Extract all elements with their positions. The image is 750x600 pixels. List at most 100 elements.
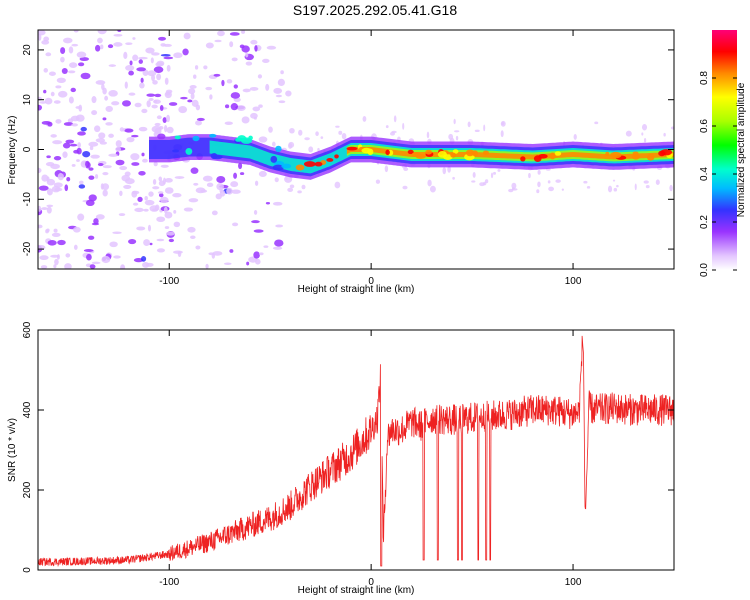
spectrogram-ridge-cell (631, 153, 641, 160)
spectrogram-noise-cell (190, 167, 199, 174)
spectrogram-noise-cell (265, 202, 271, 205)
spectrogram-noise-cell (211, 210, 218, 216)
spectrogram-ridge-cell (346, 146, 358, 151)
spectrogram-noise-cell (164, 211, 173, 219)
spectrogram-noise-cell (442, 167, 447, 175)
spectrogram-noise-cell (88, 194, 97, 202)
spectrogram-noise-cell (304, 137, 310, 141)
spectrogram-noise-cell (586, 186, 591, 189)
spectrogram-noise-cell (187, 99, 193, 103)
spectrogram-noise-cell (402, 185, 408, 190)
spectrogram-noise-cell (109, 241, 118, 248)
spectrogram-noise-cell (89, 264, 96, 269)
spectrogram-noise-cell (490, 172, 494, 179)
spectrogram-noise-cell (616, 184, 619, 188)
spectrogram-noise-cell (123, 51, 128, 60)
spectrogram-noise-cell (100, 44, 104, 50)
spectrogram-noise-cell (493, 171, 496, 175)
spectrogram-noise-cell (537, 181, 541, 188)
spectrogram-noise-cell (38, 167, 42, 174)
spectrogram-noise-cell (98, 132, 106, 139)
spectrogram-noise-cell (87, 235, 95, 240)
spectrogram-noise-cell (83, 249, 94, 252)
spectrogram-ridge-cell (272, 164, 284, 171)
spectrogram-ridge-cell (482, 150, 489, 155)
spectrogram-noise-cell (154, 93, 162, 98)
spectrogram-ridge-cell (467, 151, 478, 155)
spectrogram-noise-cell (142, 69, 149, 77)
spectrogram-noise-cell (97, 163, 104, 167)
spectrogram-noise-cell (78, 62, 85, 67)
spectrogram-x-tick-label: 100 (565, 276, 582, 287)
spectrogram-noise-cell (205, 86, 213, 91)
spectrogram-noise-cell (497, 169, 501, 172)
spectrogram-noise-cell (335, 125, 340, 128)
spectrogram-noise-cell (76, 159, 80, 162)
spectrogram-noise-cell (230, 103, 239, 111)
spectrogram-noise-cell (73, 149, 80, 154)
spectrogram-noise-cell (149, 242, 153, 246)
spectrogram-noise-cell (166, 126, 174, 134)
spectrogram-noise-cell (144, 199, 155, 206)
spectrogram-ridge-cell (361, 147, 372, 154)
spectrogram-noise-cell (113, 33, 123, 37)
spectrogram-noise-cell (131, 162, 140, 166)
spectrogram-noise-cell (301, 184, 306, 190)
spectrogram-noise-cell (62, 37, 73, 44)
spectrogram-noise-cell (101, 83, 105, 90)
spectrogram-noise-cell (278, 100, 286, 104)
spectrogram-noise-cell (166, 64, 171, 72)
spectrogram-noise-cell (118, 213, 126, 216)
spectrogram-noise-cell (156, 216, 166, 223)
spectrogram-noise-cell (163, 56, 174, 60)
spectrogram-noise-cell (71, 123, 78, 127)
spectrogram-noise-cell (164, 91, 172, 99)
spectrogram-ridge-cell (450, 152, 456, 158)
snr-y-label: SNR (10 * v/v) (7, 418, 18, 482)
spectrogram-noise-cell (168, 102, 178, 106)
spectrogram-noise-cell (57, 173, 64, 181)
spectrogram-noise-cell (447, 165, 451, 173)
spectrogram-noise-cell (173, 210, 177, 214)
spectrogram-noise-cell (108, 153, 119, 157)
spectrogram-noise-cell (251, 220, 260, 224)
spectrogram-noise-cell (385, 125, 389, 129)
spectrogram-noise-cell (89, 145, 94, 151)
spectrogram-noise-cell (125, 65, 135, 71)
spectrogram-noise-cell (289, 184, 295, 189)
spectrogram-noise-cell (97, 30, 107, 35)
spectrogram-noise-cell (246, 261, 250, 266)
spectrogram-noise-cell (426, 131, 430, 139)
spectrogram-noise-cell (113, 42, 123, 47)
spectrogram-noise-cell (168, 238, 174, 243)
spectrogram-noise-cell (147, 224, 152, 232)
spectrogram-noise-cell (297, 190, 302, 194)
spectrogram-y-tick-label: 20 (22, 44, 33, 56)
spectrogram-noise-cell (180, 96, 188, 100)
spectrogram-noise-cell (265, 83, 270, 91)
spectrogram-noise-cell (160, 164, 169, 168)
spectrogram-noise-cell (162, 117, 167, 123)
spectrogram-noise-cell (289, 127, 295, 134)
spectrogram-ridge-cell (605, 151, 610, 157)
spectrogram-ridge-cell (174, 135, 181, 140)
spectrogram-ridge-cell (385, 149, 390, 156)
spectrogram-noise-cell (315, 131, 319, 137)
spectrogram-noise-cell (164, 77, 169, 85)
spectrogram-ridge-cell (281, 163, 292, 169)
spectrogram-ridge-cell (185, 147, 193, 155)
spectrogram-noise-cell (77, 131, 86, 136)
spectrogram-noise-cell (47, 239, 57, 246)
spectrogram-noise-cell (163, 124, 168, 133)
spectrogram-ridge-cell (334, 154, 339, 159)
spectrogram-noise-cell (79, 57, 90, 62)
spectrogram-ridge-cell (192, 135, 200, 142)
spectrogram-noise-cell (612, 179, 616, 182)
snr-x-tick-label: 0 (368, 577, 374, 588)
spectrogram-noise-cell (158, 193, 164, 198)
spectrogram-ridge-cell (209, 133, 217, 138)
spectrogram-noise-cell (52, 140, 63, 145)
spectrogram-noise-cell (183, 32, 191, 40)
spectrogram-noise-cell (115, 159, 125, 166)
